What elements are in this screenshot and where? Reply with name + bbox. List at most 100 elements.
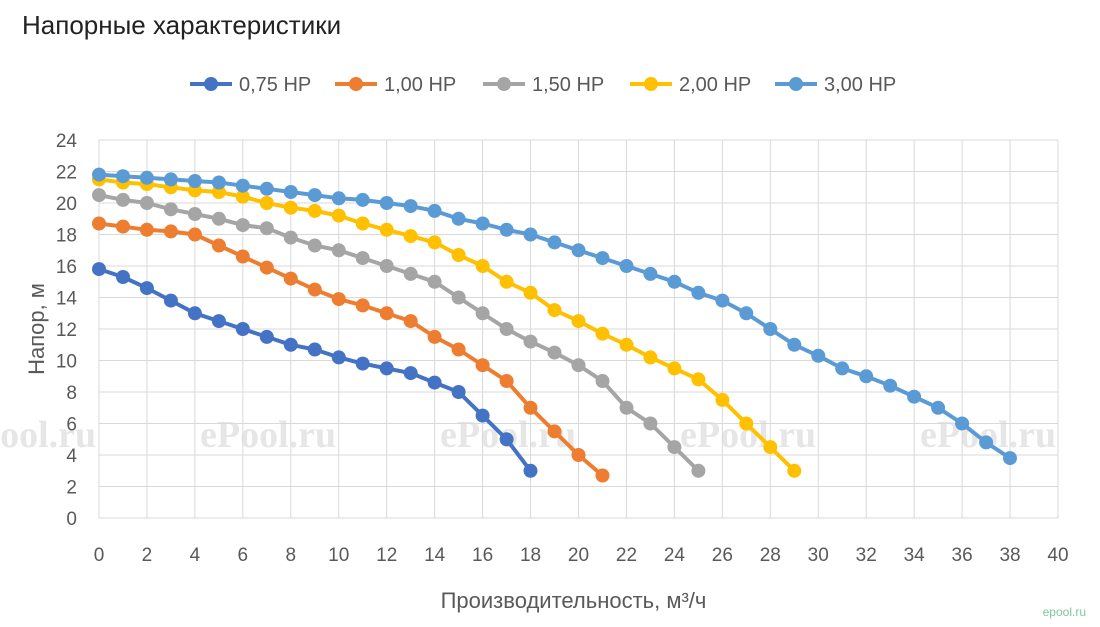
data-point (92, 216, 106, 231)
x-tick-label: 20 (568, 545, 589, 566)
data-point (667, 361, 682, 376)
data-point (1003, 451, 1017, 466)
data-point (427, 274, 442, 289)
data-point (451, 248, 466, 262)
data-point (451, 290, 466, 305)
series-2 (92, 188, 706, 478)
data-point (283, 200, 298, 215)
data-point (571, 448, 586, 462)
data-point (139, 196, 154, 210)
data-point (619, 400, 634, 415)
legend-label: 3,00 HP (824, 74, 896, 96)
x-tick-label: 32 (856, 545, 877, 566)
data-point (379, 196, 394, 210)
legend-label: 1,00 HP (384, 74, 456, 96)
data-point (235, 249, 250, 264)
data-point (499, 222, 514, 237)
data-point (931, 400, 946, 415)
data-point (403, 266, 418, 281)
y-tick-label: 14 (56, 289, 78, 310)
legend-swatch-marker (497, 77, 511, 91)
legend-swatch-marker (789, 77, 803, 91)
data-point (139, 281, 154, 296)
data-point (643, 266, 658, 281)
data-point (427, 329, 442, 344)
y-tick-label: 10 (56, 352, 77, 373)
data-point (259, 329, 274, 344)
data-point (523, 463, 538, 478)
data-point (499, 322, 514, 336)
series-0 (92, 262, 538, 478)
data-point (355, 251, 370, 266)
data-point (403, 366, 418, 381)
data-point (187, 227, 202, 242)
y-tick-label: 20 (56, 194, 77, 215)
data-point (859, 369, 874, 384)
data-point (211, 314, 226, 329)
y-tick-label: 6 (66, 415, 77, 436)
y-axis-title: Напор, м (24, 283, 49, 375)
series-1 (92, 216, 610, 483)
data-point (403, 314, 418, 329)
data-point (547, 345, 562, 360)
data-point (163, 293, 178, 308)
data-point (763, 440, 778, 455)
data-point (259, 221, 274, 236)
data-point (187, 207, 202, 221)
data-point (523, 334, 538, 349)
data-point (475, 216, 490, 231)
x-tick-label: 8 (286, 545, 297, 566)
page-title: Напорные характеристики (22, 10, 342, 40)
data-point (619, 259, 634, 273)
data-point (355, 298, 370, 313)
y-tick-label: 2 (66, 478, 77, 499)
legend-swatch-marker (349, 77, 363, 91)
data-point (139, 222, 154, 237)
data-point (307, 238, 322, 253)
x-tick-label: 22 (616, 545, 637, 566)
data-point (595, 468, 610, 483)
series-layer (92, 167, 1017, 483)
data-point (235, 178, 250, 193)
data-point (235, 218, 250, 233)
x-tick-label: 16 (472, 545, 493, 566)
data-point (835, 361, 850, 376)
data-point (571, 314, 586, 329)
data-point (379, 361, 394, 376)
data-point (139, 170, 154, 185)
data-point (715, 392, 730, 407)
data-point (307, 282, 322, 297)
legend-item-1: 1,00 HP (335, 74, 456, 96)
data-point (307, 188, 322, 203)
data-point (691, 285, 706, 300)
data-point (379, 306, 394, 321)
data-point (547, 235, 562, 250)
data-point (739, 306, 754, 321)
data-point (259, 181, 274, 196)
data-point (355, 216, 370, 231)
x-tick-label: 12 (376, 545, 397, 566)
data-point (667, 440, 682, 455)
legend-swatch-marker (204, 77, 218, 91)
legend: 0,75 HP 1,00 HP 1,50 HP 2,00 HP 3,00 HP (190, 74, 896, 96)
data-point (355, 356, 370, 371)
data-point (92, 167, 106, 182)
data-point (547, 424, 562, 439)
data-point (787, 463, 802, 478)
data-point (427, 203, 442, 218)
data-point (116, 270, 130, 284)
data-point (955, 416, 970, 431)
data-point (643, 350, 658, 365)
data-point (547, 303, 562, 318)
legend-item-3: 2,00 HP (630, 74, 751, 96)
data-point (92, 188, 106, 203)
x-tick-label: 2 (142, 545, 153, 566)
data-point (283, 185, 298, 199)
data-point (355, 192, 370, 207)
x-tick-label: 0 (94, 545, 105, 566)
y-tick-label: 8 (66, 383, 77, 404)
data-point (92, 262, 106, 277)
legend-item-4: 3,00 HP (775, 74, 896, 96)
data-point (571, 358, 586, 373)
